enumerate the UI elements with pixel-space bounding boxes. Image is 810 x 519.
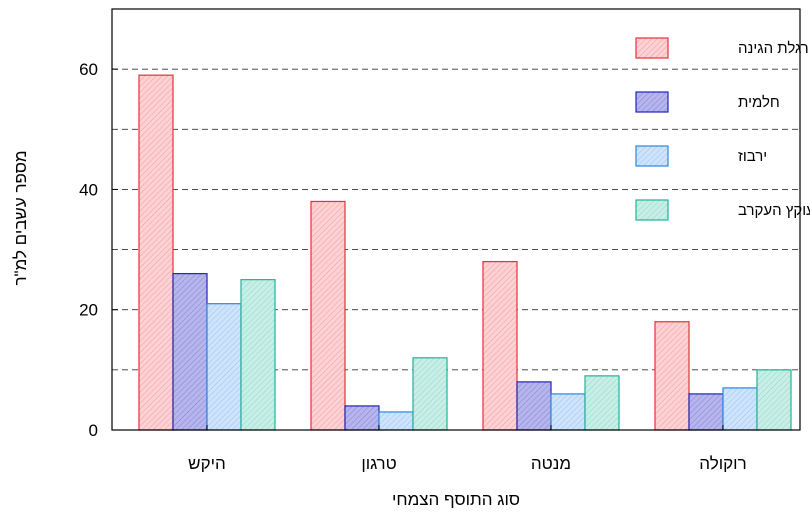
legend: רגלת הגינה חלמית ירבוז עוקץ העקרב [635,37,810,221]
bar [756,369,792,431]
bars [138,74,792,431]
x-axis: היקש טרגון מנטה רוקולה [188,425,747,473]
bar [412,357,448,431]
bar [378,411,414,431]
bar [688,393,724,431]
bar [240,279,276,431]
x-tick-label: רוקולה [699,454,746,473]
x-axis-label: סוג התוסף הצמחי [392,490,520,509]
legend-label: ירבוז [738,148,767,165]
y-tick-label: 0 [89,421,98,440]
bar [584,375,620,431]
y-axis-label: מספר עשבים למ"ר [11,150,30,285]
bar [344,405,380,431]
legend-swatch [635,145,669,167]
legend-swatch [635,91,669,113]
y-tick-label: 60 [79,60,98,79]
x-tick-label: היקש [188,454,226,473]
bar [654,321,690,431]
bar [138,74,174,431]
bar [310,200,346,431]
bar [550,393,586,431]
legend-label: עוקץ העקרב [738,202,810,219]
bar [722,387,758,431]
bar [172,273,208,431]
y-axis: 0 20 40 60 [79,60,118,440]
plot-frame [111,8,801,431]
legend-swatch [635,199,669,221]
bar [516,381,552,431]
x-tick-label: טרגון [361,454,396,473]
y-tick-label: 40 [79,180,98,199]
bar [482,261,518,431]
bar [206,303,242,431]
y-tick-label: 20 [79,301,98,320]
legend-swatch [635,37,669,59]
x-tick-label: מנטה [531,454,571,473]
legend-label: רגלת הגינה [738,40,809,57]
legend-label: חלמית [738,94,780,111]
